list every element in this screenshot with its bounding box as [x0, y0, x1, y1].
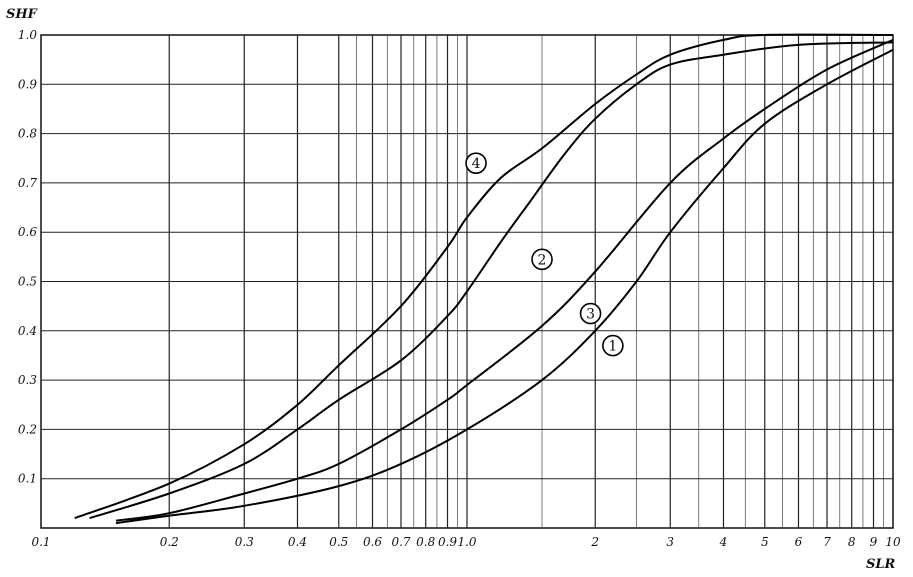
x-tick-label: 4 — [719, 535, 728, 549]
y-tick-label: 0.5 — [18, 275, 37, 289]
x-tick-label: 0.7 — [391, 535, 410, 549]
curve-label-circle-3 — [579, 302, 602, 325]
x-tick-label: 7 — [823, 535, 831, 549]
x-tick-label: 0.9 — [438, 535, 457, 549]
series-line-2 — [89, 41, 894, 520]
series-line-4 — [74, 33, 894, 520]
x-tick-label: 9 — [870, 535, 878, 549]
x-tick-label: 0.5 — [329, 535, 348, 549]
y-tick-label: 1.0 — [18, 28, 37, 42]
curve-label-3: 3 — [586, 307, 595, 323]
x-tick-label: 2 — [590, 535, 599, 549]
curve-label-2: 2 — [538, 252, 547, 268]
curve-label-circle-1 — [602, 334, 624, 357]
grid — [41, 35, 893, 528]
x-tick-labels: 0.1 0.2 0.3 0.4 0.5 0.6 0.7 0.8 0.9 1.0 2 3 4 5 6 7 8 9 10 — [31, 535, 901, 549]
x-tick-label: 0.8 — [416, 535, 435, 549]
x-tick-label: 8 — [848, 535, 856, 549]
y-tick-label: 0.7 — [18, 176, 37, 190]
x-axis-label: SLR — [866, 557, 896, 572]
curve-label-1: 1 — [608, 339, 617, 355]
curve-label-circle-2 — [531, 248, 553, 271]
y-tick-label: 0.3 — [18, 373, 37, 387]
curve-label-4: 4 — [472, 156, 481, 172]
y-tick-label: 0.6 — [18, 225, 37, 239]
x-tick-label: 0.1 — [31, 535, 50, 549]
x-tick-label: 0.6 — [363, 535, 382, 549]
y-tick-label: 0.8 — [18, 127, 37, 141]
x-tick-label: 3 — [666, 535, 674, 549]
x-tick-label: 0.3 — [235, 535, 254, 549]
y-axis-label: SHF — [6, 7, 38, 22]
y-tick-label: 0.1 — [18, 472, 37, 486]
y-tick-label: 0.9 — [18, 77, 37, 91]
series-group — [74, 33, 894, 525]
curve-label-circle-4 — [465, 152, 487, 174]
x-tick-label: 6 — [795, 535, 803, 549]
y-tick-label: 0.4 — [18, 324, 37, 338]
x-tick-label: 0.2 — [160, 535, 179, 549]
curve-labels: 1 2 3 4 — [465, 152, 624, 357]
y-tick-label: 0.2 — [18, 422, 37, 436]
y-tick-labels: 0.1 0.2 0.3 0.4 0.5 0.6 0.7 0.8 0.9 1.0 — [18, 28, 37, 486]
series-line-1 — [115, 48, 894, 525]
x-tick-label: 0.4 — [288, 535, 307, 549]
x-tick-label: 10 — [885, 535, 901, 549]
x-tick-label: 5 — [761, 535, 769, 549]
x-tick-label: 1.0 — [457, 535, 476, 549]
series-line-3 — [115, 38, 894, 522]
